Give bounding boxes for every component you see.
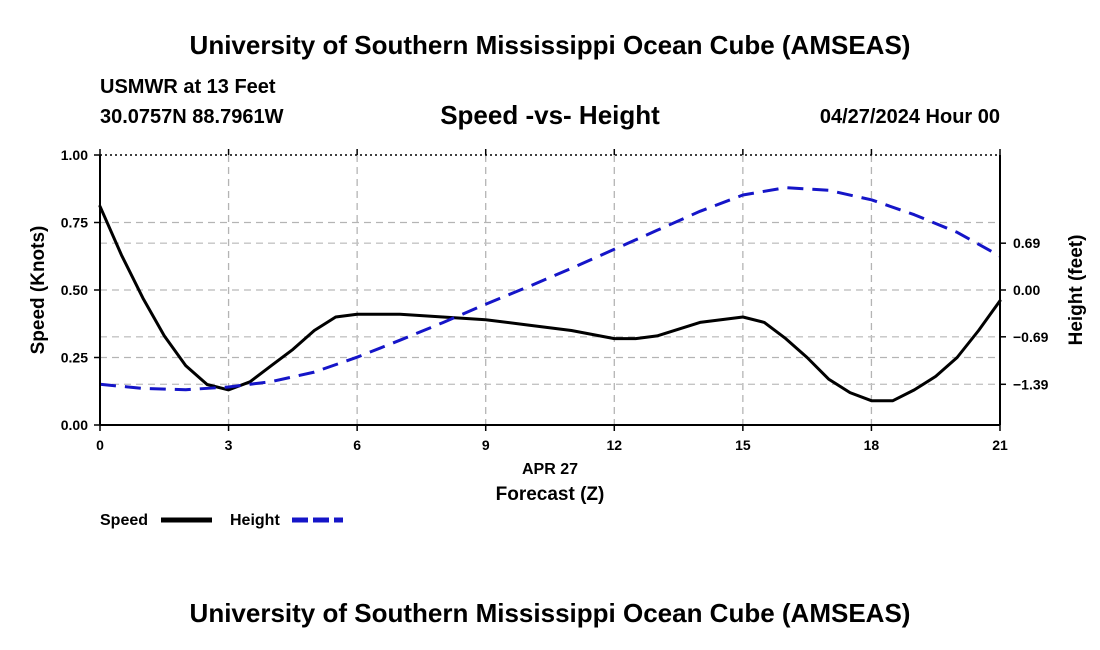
axis-layer: 0 3 6 9 12 15 18 21 0.00 0.25 0.50 0.75 1.00 −1.39 −0.… — [61, 147, 1049, 453]
x-tick-label: 6 — [353, 437, 361, 453]
x-tick-label: 3 — [225, 437, 233, 453]
y-axis-right-title: Height (feet) — [1066, 235, 1087, 346]
y-right-tick-label: −0.69 — [1013, 329, 1049, 345]
series-line-height — [99, 186, 1001, 392]
x-axis-date-label: APR 27 — [522, 461, 578, 478]
x-tick-label: 12 — [606, 437, 622, 453]
legend: Speed Height — [100, 512, 343, 529]
x-tick-label: 18 — [864, 437, 880, 453]
legend-height-label: Height — [230, 512, 280, 529]
footer-title: University of Southern Mississippi Ocean… — [189, 598, 911, 628]
x-tick-label: 9 — [482, 437, 490, 453]
forecast-datetime: 04/27/2024 Hour 00 — [819, 106, 1000, 128]
y-right-tick-label: 0.00 — [1013, 282, 1040, 298]
y-left-tick-label: 0.25 — [61, 350, 88, 366]
x-tick-label: 21 — [992, 437, 1008, 453]
x-tick-label: 15 — [735, 437, 751, 453]
grid-layer — [100, 155, 1000, 425]
y-left-tick-label: 0.00 — [61, 417, 88, 433]
chart-subtitle: Speed -vs- Height — [440, 100, 660, 130]
series-layer — [98, 186, 1002, 403]
series-line-speed — [98, 204, 1002, 403]
x-tick-label: 0 — [96, 437, 104, 453]
y-right-tick-label: −1.39 — [1013, 376, 1049, 392]
y-axis-left-title: Speed (Knots) — [28, 226, 49, 355]
station-label: USMWR at 13 Feet — [100, 76, 276, 98]
y-right-tick-label: 0.69 — [1013, 235, 1040, 251]
y-left-tick-label: 1.00 — [61, 147, 88, 163]
x-axis-title: Forecast (Z) — [496, 484, 605, 505]
main-title: University of Southern Mississippi Ocean… — [189, 30, 911, 60]
y-left-tick-label: 0.50 — [61, 282, 88, 298]
y-left-tick-label: 0.75 — [61, 215, 88, 231]
legend-speed-label: Speed — [100, 512, 148, 529]
coordinates-label: 30.0757N 88.7961W — [100, 106, 284, 128]
